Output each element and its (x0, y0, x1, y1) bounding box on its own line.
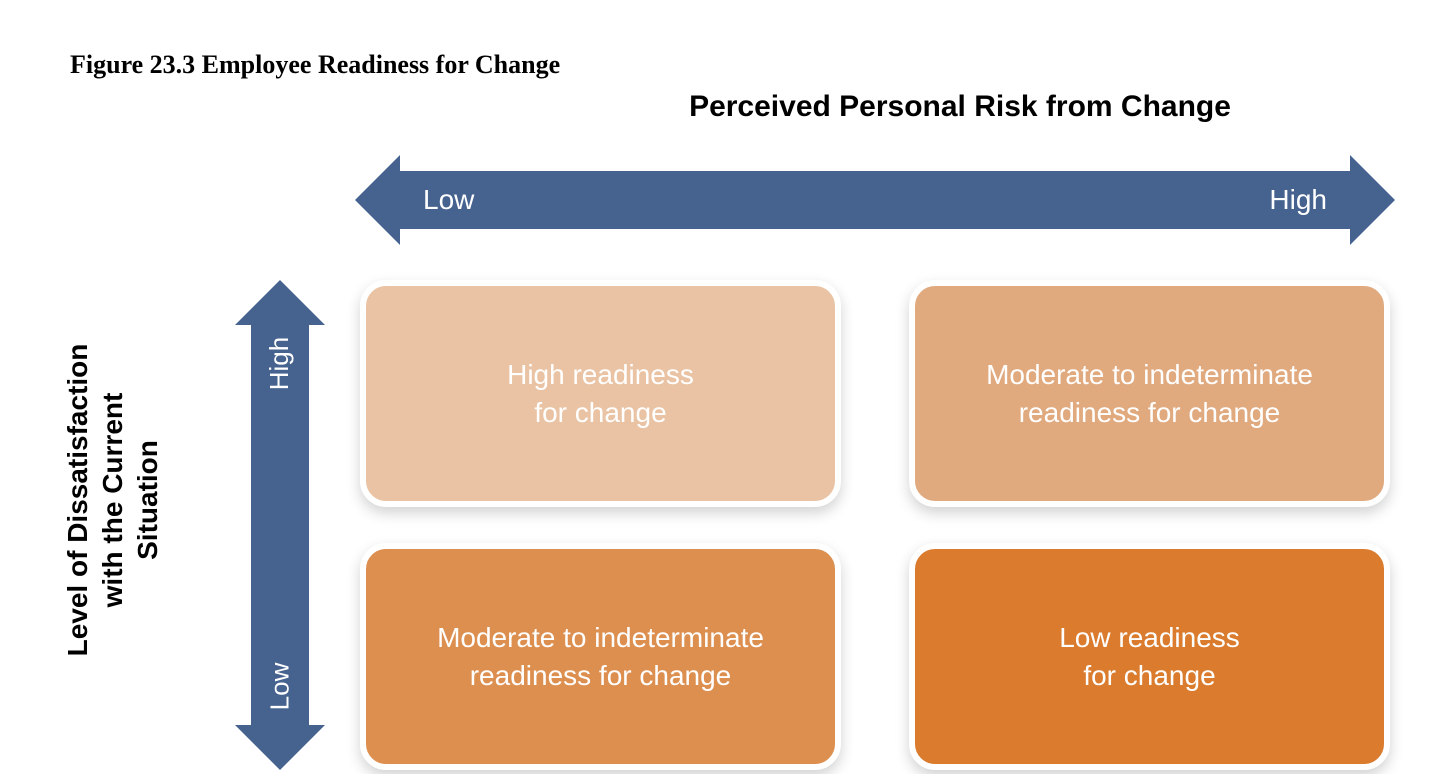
y-axis-label-line3: Situation (130, 280, 165, 720)
x-axis-high-label: High (1269, 184, 1327, 216)
matrix-cell-bottom-right: Low readinessfor change (909, 543, 1390, 770)
matrix-grid: High readinessfor change Moderate to ind… (360, 280, 1390, 770)
arrow-left-icon (355, 155, 400, 245)
y-axis-arrow-bar: High Low (251, 320, 309, 730)
y-axis-low-label: Low (264, 663, 295, 711)
y-axis-label: Level of Dissatisfaction with the Curren… (60, 280, 165, 720)
x-axis-label: Perceived Personal Risk from Change (560, 90, 1360, 124)
matrix-cell-top-right: Moderate to indeterminatereadiness for c… (909, 280, 1390, 507)
figure-title: Figure 23.3 Employee Readiness for Chang… (70, 50, 560, 80)
y-axis-label-line2: with the Current (95, 280, 130, 720)
y-axis-arrow: High Low (235, 280, 325, 770)
x-axis-arrow-bar: Low High (395, 171, 1355, 229)
arrow-right-icon (1350, 155, 1395, 245)
x-axis-arrow: Low High (355, 155, 1395, 245)
arrow-up-icon (235, 280, 325, 325)
y-axis-high-label: High (264, 337, 295, 390)
matrix-cell-bottom-left: Moderate to indeterminatereadiness for c… (360, 543, 841, 770)
matrix-cell-top-left: High readinessfor change (360, 280, 841, 507)
y-axis-label-line1: Level of Dissatisfaction (60, 280, 95, 720)
arrow-down-icon (235, 725, 325, 770)
x-axis-low-label: Low (423, 184, 474, 216)
